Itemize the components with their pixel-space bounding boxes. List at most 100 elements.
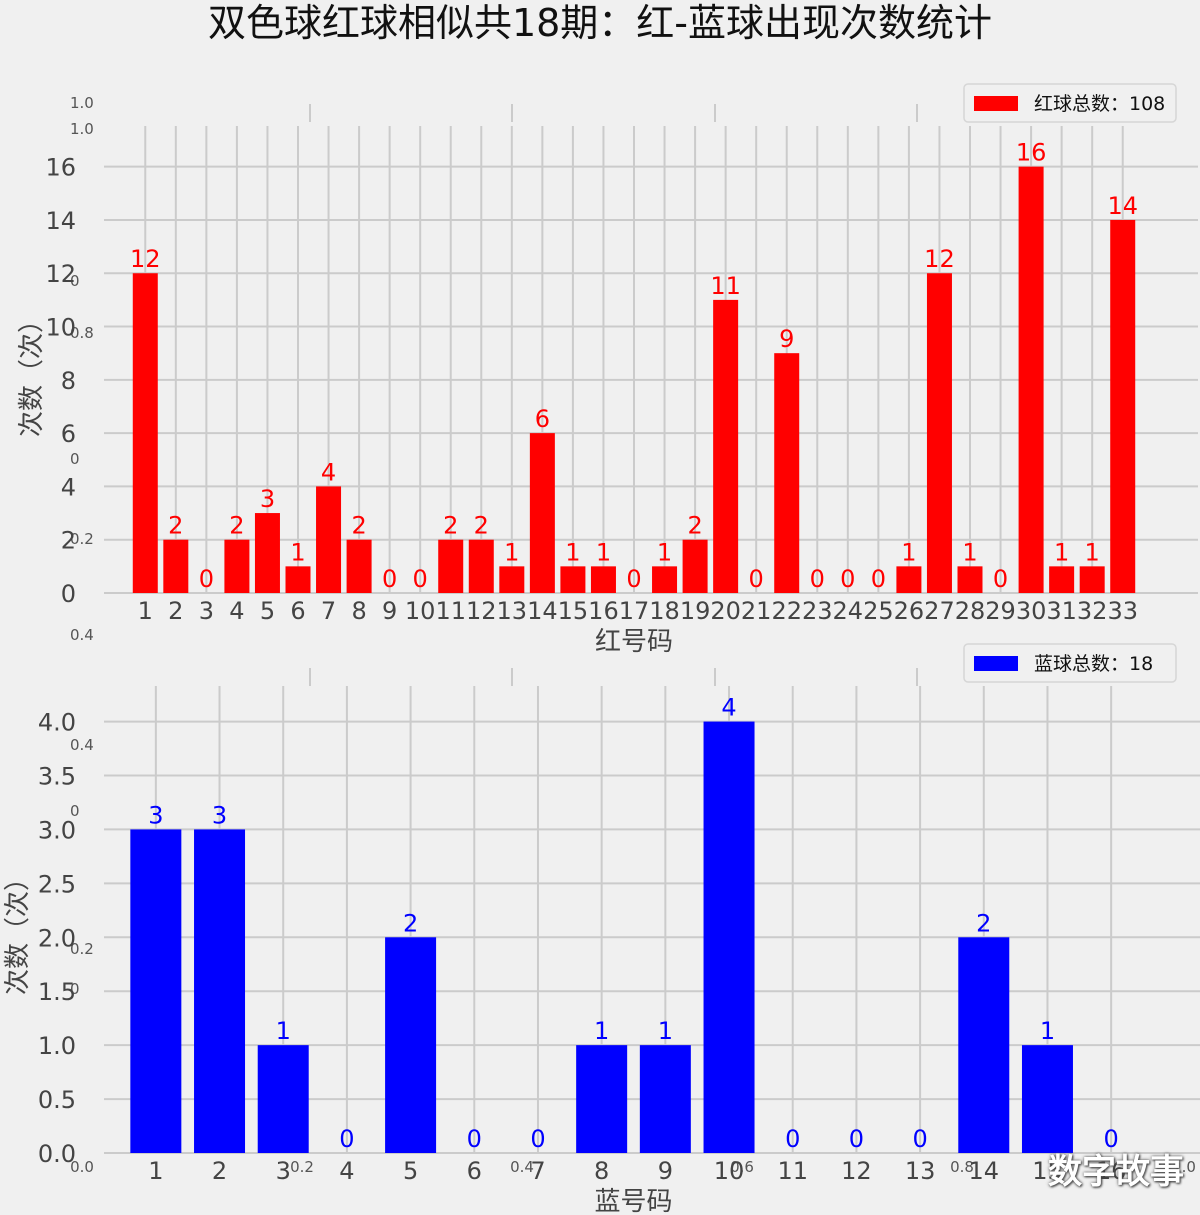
bar <box>194 829 246 1153</box>
bar-value-label: 6 <box>535 405 550 433</box>
legend-swatch <box>974 96 1018 111</box>
ghost-y-tick: 0 <box>70 980 80 998</box>
watermark: 数字故事 <box>1048 1152 1184 1192</box>
bar-value-label: 0 <box>626 565 641 593</box>
ghost-axis-layer: 1.0 1.0 0 0.8 0 0.2 0.4 0.4 0 0.2 0 0.0 0.2 0.4 0.6 0.8… <box>70 94 1196 1176</box>
bar <box>1021 1045 1073 1153</box>
bar-value-label: 0 <box>993 565 1008 593</box>
bar <box>257 1045 309 1153</box>
x-tick-label: 9 <box>658 1157 673 1185</box>
bar <box>163 539 189 593</box>
bar-value-label: 0 <box>1104 1125 1119 1153</box>
x-tick-label: 7 <box>530 1157 545 1185</box>
bar-value-label: 1 <box>504 538 519 566</box>
x-tick-label: 2 <box>168 597 183 625</box>
bar <box>285 566 311 593</box>
y-tick-label: 6 <box>61 420 76 448</box>
bar-value-label: 0 <box>785 1125 800 1153</box>
bar-value-label: 4 <box>721 694 736 722</box>
bar <box>224 539 250 593</box>
x-tick-label: 8 <box>594 1157 609 1185</box>
bar <box>926 273 952 593</box>
x-tick-label: 2 <box>212 1157 227 1185</box>
bar-value-label: 1 <box>594 1017 609 1045</box>
bar <box>468 539 494 593</box>
y-tick-label: 0.5 <box>38 1086 76 1114</box>
y-axis-label: 次数（次） <box>3 865 33 995</box>
bar <box>1079 566 1105 593</box>
bar-value-label: 2 <box>687 512 702 540</box>
bar-value-label: 3 <box>212 801 227 829</box>
y-tick-label: 4 <box>61 473 76 501</box>
x-tick-label: 30 <box>1016 597 1047 625</box>
legend: 红球总数：108 <box>963 83 1177 123</box>
ghost-x-tick: 0.2 <box>290 1158 314 1176</box>
x-tick-label: 18 <box>649 597 680 625</box>
y-tick-label: 3.5 <box>38 763 76 791</box>
x-tick-label: 6 <box>467 1157 482 1185</box>
x-tick-label: 11 <box>777 1157 808 1185</box>
x-tick-label: 10 <box>405 597 436 625</box>
bar-value-label: 1 <box>290 538 305 566</box>
bar-value-label: 1 <box>1085 538 1100 566</box>
x-tick-label: 31 <box>1046 597 1077 625</box>
bar-value-label: 1 <box>1054 538 1069 566</box>
bar-value-label: 0 <box>530 1125 545 1153</box>
y-tick-label: 1.5 <box>38 978 76 1006</box>
x-tick-label: 3 <box>199 597 214 625</box>
bar <box>132 273 158 593</box>
legend: 蓝球总数：18 <box>963 643 1177 683</box>
ghost-y-tick: 0 <box>70 450 80 468</box>
bar <box>560 566 586 593</box>
bar-value-label: 0 <box>912 1125 927 1153</box>
bar <box>896 566 922 593</box>
legend-label: 蓝球总数：18 <box>1034 653 1153 675</box>
bar-value-label: 1 <box>596 538 611 566</box>
y-tick-label: 2 <box>61 527 76 555</box>
y-axis-label: 次数（次） <box>17 307 47 437</box>
ghost-y-tick: 0.4 <box>70 626 94 644</box>
ghost-y-tick: 0.4 <box>70 736 94 754</box>
bar-value-label: 0 <box>849 1125 864 1153</box>
bar <box>346 539 372 593</box>
ghost-y-tick: 0 <box>70 272 80 290</box>
blue-ball-chart: 0.00.51.01.52.02.53.03.54.03132130425060… <box>3 643 1200 1215</box>
red-ball-chart: 0246810121416121220324351647280901021121… <box>17 83 1198 657</box>
bar-value-label: 2 <box>474 512 489 540</box>
ghost-y-tick: 1.0 <box>70 120 94 138</box>
x-tick-label: 5 <box>403 1157 418 1185</box>
bar-value-label: 1 <box>962 538 977 566</box>
x-tick-label: 28 <box>955 597 986 625</box>
x-tick-label: 17 <box>619 597 650 625</box>
bar-value-label: 2 <box>351 512 366 540</box>
x-tick-label: 27 <box>924 597 955 625</box>
ghost-y-tick: 0 <box>70 802 80 820</box>
y-tick-label: 2.0 <box>38 924 76 952</box>
bar <box>1049 566 1075 593</box>
bar-value-label: 9 <box>779 325 794 353</box>
ghost-x-tick: 0.6 <box>730 1158 754 1176</box>
bar-value-label: 1 <box>658 1017 673 1045</box>
y-tick-label: 0.0 <box>38 1140 76 1168</box>
chart-title: 双色球红球相似共18期：红-蓝球出现次数统计 <box>207 1 993 45</box>
bar <box>438 539 464 593</box>
ghost-x-tick: 1.0 <box>1172 1158 1196 1176</box>
x-tick-label: 11 <box>435 597 466 625</box>
y-tick-label: 0 <box>61 580 76 608</box>
x-tick-label: 4 <box>229 597 244 625</box>
y-tick-label: 4.0 <box>38 709 76 737</box>
x-tick-label: 7 <box>321 597 336 625</box>
bar-value-label: 16 <box>1016 139 1047 167</box>
bar-value-label: 1 <box>276 1017 291 1045</box>
x-axis-label: 蓝号码 <box>594 1187 672 1215</box>
y-tick-label: 2.5 <box>38 870 76 898</box>
x-tick-label: 9 <box>382 597 397 625</box>
ghost-y-tick: 1.0 <box>70 94 94 112</box>
bar <box>682 539 708 593</box>
x-tick-label: 12 <box>466 597 497 625</box>
ghost-y-tick: 0.8 <box>70 324 94 342</box>
x-tick-label: 8 <box>351 597 366 625</box>
ghost-y-tick: 0.2 <box>70 940 94 958</box>
x-tick-label: 1 <box>148 1157 163 1185</box>
